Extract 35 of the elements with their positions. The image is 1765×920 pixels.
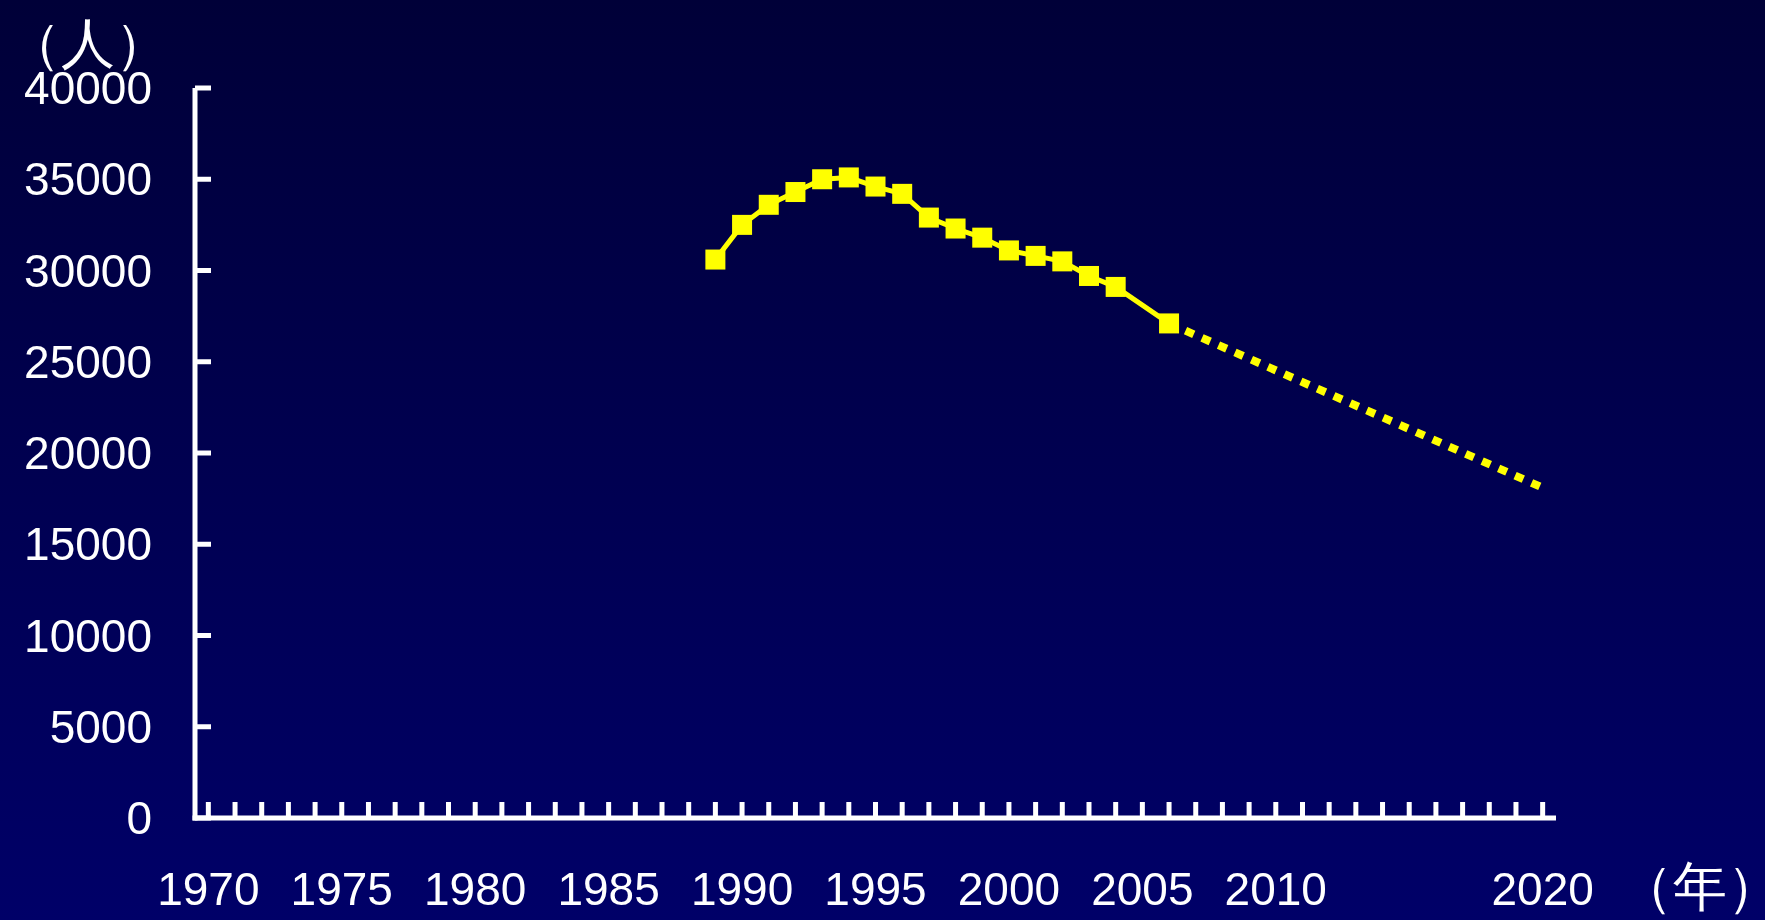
- y-tick-label: 10000: [24, 609, 152, 662]
- point: [892, 183, 913, 204]
- point: [1105, 276, 1126, 297]
- y-tick-label: 20000: [24, 427, 152, 479]
- x-tick-label: 2000: [957, 863, 1061, 915]
- point: [732, 214, 753, 235]
- point: [972, 227, 993, 248]
- x-tick-label: 1970: [157, 863, 260, 915]
- x-tick-label: 2020: [1491, 863, 1594, 915]
- point: [1052, 251, 1073, 272]
- y-tick-label: 35000: [24, 153, 152, 206]
- y-tick-label: 30000: [24, 244, 152, 297]
- point: [838, 167, 859, 188]
- x-tick-label: 1995: [824, 863, 927, 915]
- x-tick-label: 1990: [690, 863, 794, 915]
- x-tick-label: 2010: [1224, 863, 1327, 915]
- point: [705, 249, 726, 270]
- point: [918, 207, 939, 228]
- x-tick-label: 2005: [1091, 863, 1194, 915]
- x-axis-title: （年）: [1619, 856, 1765, 916]
- point: [758, 194, 779, 215]
- point: [1078, 265, 1099, 286]
- point: [998, 240, 1019, 261]
- x-tick-label: 1975: [290, 863, 393, 915]
- x-tick-label: 1980: [424, 863, 527, 915]
- y-tick-label: 15000: [24, 518, 152, 571]
- point: [1025, 245, 1046, 266]
- x-tick-label: 1985: [557, 863, 660, 915]
- point: [785, 182, 806, 203]
- y-tick-label: 0: [126, 792, 152, 844]
- y-tick-label: 5000: [49, 700, 152, 753]
- y-tick-label: 25000: [24, 335, 152, 388]
- point: [865, 176, 886, 197]
- point: [812, 169, 833, 190]
- point: [945, 218, 966, 239]
